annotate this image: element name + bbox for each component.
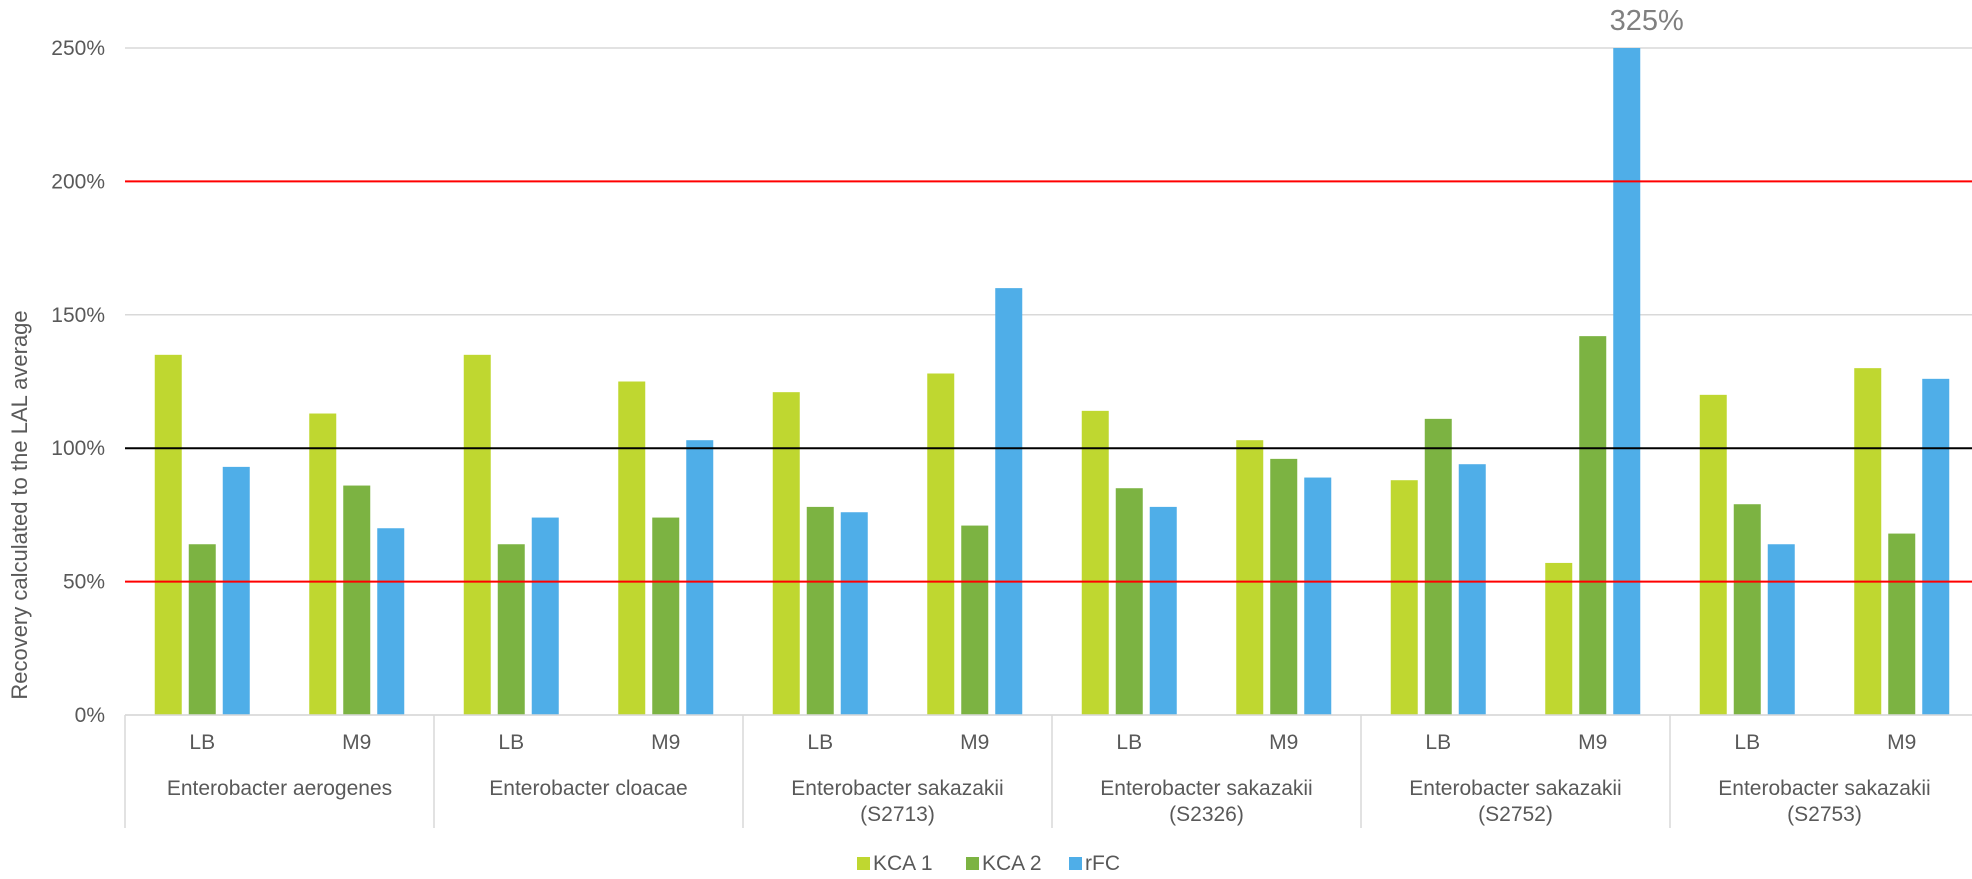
- bar-rfc: [531, 517, 559, 715]
- bar-kca-1: [1390, 480, 1418, 715]
- bar-kca-1: [1081, 410, 1109, 715]
- bar-rfc: [1149, 506, 1177, 715]
- data-label: 325%: [1610, 5, 1684, 37]
- annotations: 325%: [1610, 5, 1684, 37]
- bar-kca-1: [618, 381, 646, 715]
- x-tick-label: LB: [1425, 731, 1451, 754]
- bar-kca-2: [188, 544, 216, 715]
- x-tick-label: LB: [1116, 731, 1142, 754]
- bar-kca-2: [1270, 458, 1298, 715]
- bar-kca-1: [1545, 562, 1573, 715]
- bar-rfc: [1767, 544, 1795, 715]
- group-label: Enterobacter sakazakii: [1409, 777, 1621, 800]
- bar-rfc: [840, 512, 868, 715]
- legend: KCA 1 KCA 2 rFC: [857, 852, 1120, 875]
- x-tick-label: M9: [1578, 731, 1607, 754]
- legend-swatch: [857, 857, 870, 870]
- bar-kca-2: [652, 517, 680, 715]
- bar-rfc: [1613, 48, 1641, 715]
- bar-kca-1: [1854, 368, 1882, 715]
- legend-label: rFC: [1085, 852, 1120, 875]
- bar-kca-2: [343, 485, 371, 715]
- y-tick-label: 200%: [51, 170, 105, 193]
- bar-kca-2: [806, 506, 834, 715]
- bar-kca-2: [1579, 336, 1607, 715]
- bar-kca-2: [497, 544, 525, 715]
- y-tick-label: 150%: [51, 304, 105, 327]
- legend-label: KCA 1: [873, 852, 933, 875]
- bar-rfc: [1458, 464, 1486, 715]
- x-tick-label: LB: [1734, 731, 1760, 754]
- x-tick-label: M9: [1269, 731, 1298, 754]
- legend-swatch: [966, 857, 979, 870]
- y-tick-label: 0%: [75, 704, 105, 727]
- x-axis: [124, 714, 1972, 828]
- bar-kca-2: [1424, 418, 1452, 715]
- bar-rfc: [686, 440, 714, 715]
- bar-kca-1: [309, 413, 337, 715]
- bars: [154, 48, 1950, 715]
- bar-kca-1: [1699, 394, 1727, 715]
- bar-rfc: [1304, 477, 1332, 715]
- x-tick-label: M9: [1887, 731, 1916, 754]
- bar-kca-1: [772, 392, 800, 715]
- group-label: (S2753): [1787, 803, 1862, 826]
- bar-kca-1: [463, 354, 491, 715]
- x-tick-label: M9: [651, 731, 680, 754]
- y-axis-title: Recovery calculated to the LAL average: [7, 310, 32, 699]
- bar-kca-1: [154, 354, 182, 715]
- x-tick-label: LB: [189, 731, 215, 754]
- group-label: (S2326): [1169, 803, 1244, 826]
- bar-kca-1: [1236, 440, 1264, 715]
- x-tick-label: LB: [807, 731, 833, 754]
- y-tick-label: 250%: [51, 37, 105, 60]
- axis-labels: 0% 50% 100% 150% 200% 250% LB M9 Enterobacter ae…: [51, 37, 1930, 826]
- y-tick-label: 50%: [63, 571, 105, 594]
- group-label: Enterobacter cloacae: [489, 777, 687, 800]
- bar-rfc: [1922, 378, 1950, 715]
- group-label: Enterobacter aerogenes: [167, 777, 392, 800]
- x-tick-label: M9: [342, 731, 371, 754]
- bar-kca-2: [1733, 504, 1761, 715]
- reference-lines: [125, 180, 1972, 583]
- bar-kca-2: [961, 525, 989, 715]
- group-label: (S2713): [860, 803, 935, 826]
- bar-rfc: [377, 528, 405, 715]
- x-tick-label: LB: [498, 731, 524, 754]
- bar-kca-1: [927, 373, 955, 715]
- y-tick-label: 100%: [51, 437, 105, 460]
- legend-label: KCA 2: [982, 852, 1042, 875]
- bar-rfc: [995, 288, 1023, 715]
- group-label: Enterobacter sakazakii: [1718, 777, 1930, 800]
- group-label: Enterobacter sakazakii: [1100, 777, 1312, 800]
- legend-swatch: [1069, 857, 1082, 870]
- group-label: Enterobacter sakazakii: [791, 777, 1003, 800]
- group-label: (S2752): [1478, 803, 1553, 826]
- bar-kca-2: [1888, 533, 1916, 715]
- bar-kca-2: [1115, 488, 1143, 715]
- bar-rfc: [222, 466, 250, 715]
- x-tick-label: M9: [960, 731, 989, 754]
